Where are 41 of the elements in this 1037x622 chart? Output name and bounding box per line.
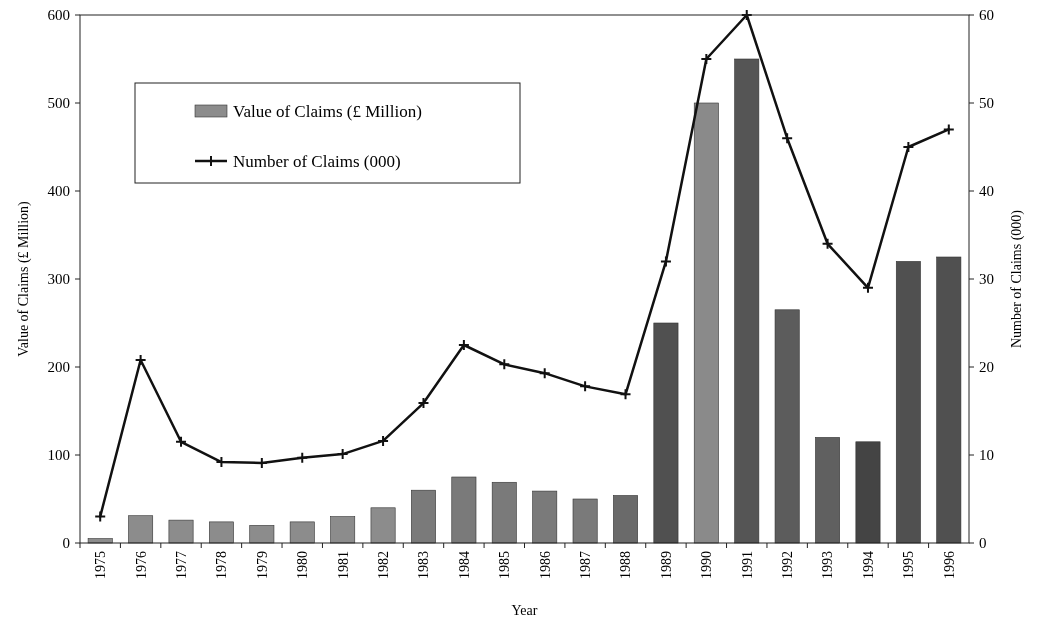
y-tick-label: 100 <box>47 447 70 464</box>
y-tick-label: 400 <box>47 183 70 200</box>
y-tick-label: 200 <box>47 359 70 376</box>
x-tick-label: 1983 <box>416 551 432 579</box>
x-tick-label: 1977 <box>173 551 189 579</box>
y2-tick-label: 30 <box>979 271 994 288</box>
x-axis-title: Year <box>511 603 538 618</box>
y-tick-label: 500 <box>47 95 70 112</box>
x-tick-label: 1979 <box>254 551 270 579</box>
y-tick-label: 600 <box>47 7 70 24</box>
x-tick-label: 1975 <box>93 551 109 579</box>
y2-axis-title: Number of Claims (000) <box>1009 209 1025 349</box>
y2-tick-label: 60 <box>979 7 994 24</box>
x-tick-label: 1985 <box>497 551 513 579</box>
x-tick-label: 1992 <box>780 551 796 579</box>
x-tick-label: 1993 <box>820 551 836 579</box>
x-tick-label: 1981 <box>335 551 351 579</box>
y-tick-label: 300 <box>47 271 70 288</box>
y-tick-label: 0 <box>62 535 70 552</box>
y2-tick-label: 50 <box>979 95 994 112</box>
x-tick-label: 1987 <box>578 551 594 579</box>
x-tick-label: 1989 <box>658 551 674 579</box>
x-tick-label: 1982 <box>375 551 391 579</box>
x-tick-label: 1984 <box>456 551 472 579</box>
x-tick-label: 1996 <box>941 551 957 579</box>
x-tick-label: 1995 <box>901 551 917 579</box>
x-tick-label: 1980 <box>295 551 311 579</box>
legend-label: Number of Claims (000) <box>233 151 401 171</box>
y-axis-title: Value of Claims (£ Million) <box>16 200 32 357</box>
y2-tick-label: 0 <box>979 535 987 552</box>
y2-tick-label: 20 <box>979 359 994 376</box>
y2-tick-label: 10 <box>979 447 994 464</box>
x-tick-label: 1991 <box>739 551 755 579</box>
legend-label: Value of Claims (£ Million) <box>233 101 422 121</box>
x-tick-label: 1988 <box>618 551 634 579</box>
x-tick-label: 1978 <box>214 551 230 579</box>
x-tick-label: 1994 <box>860 551 876 579</box>
x-tick-label: 1990 <box>699 551 715 579</box>
x-tick-label: 1976 <box>133 551 149 579</box>
x-tick-label: 1986 <box>537 551 553 579</box>
y2-tick-label: 40 <box>979 183 994 200</box>
